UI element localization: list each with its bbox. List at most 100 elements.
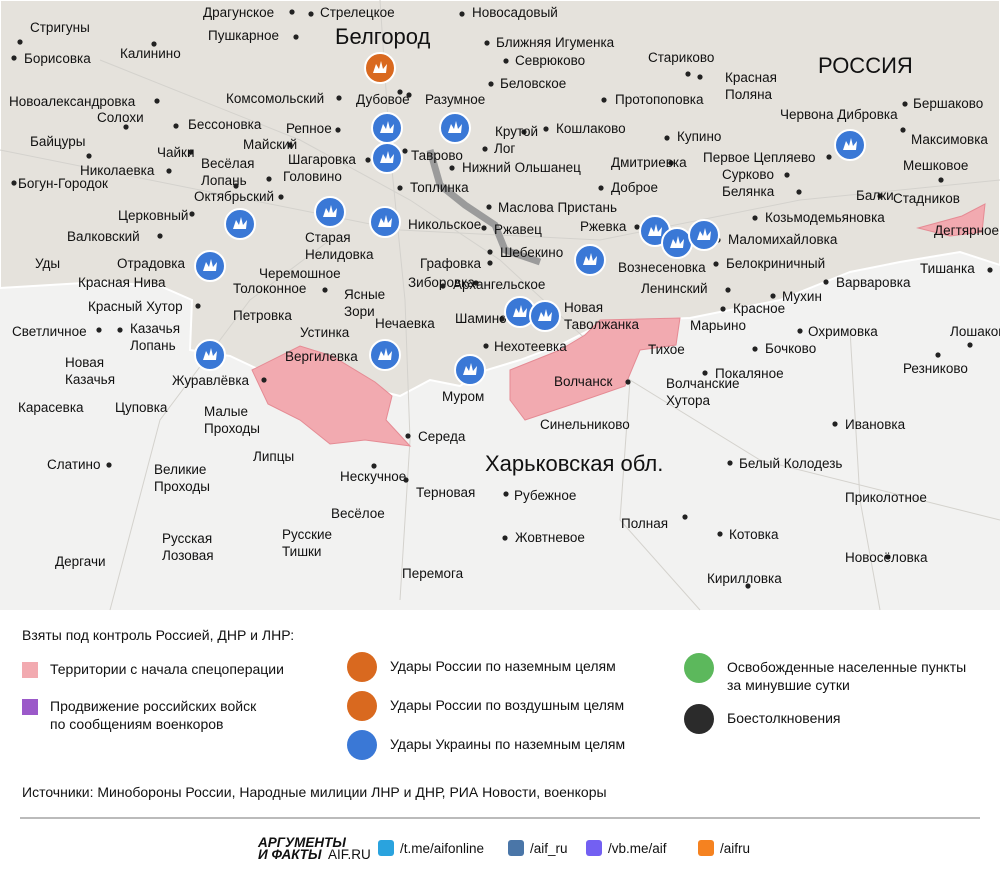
place-dot <box>752 215 758 221</box>
place-label-line: Казачья <box>65 372 115 387</box>
place-dot <box>713 261 719 267</box>
place-label-line: Уды <box>35 256 60 271</box>
place-label: Шамино <box>455 311 507 326</box>
ukraine-strike-icon-burst <box>513 305 527 317</box>
place-label: Севрюково <box>515 53 585 68</box>
place-label-line: Тихое <box>648 342 685 357</box>
place-label-line: Разумное <box>425 92 485 107</box>
country-label: РОССИЯ <box>818 53 913 78</box>
place-dot <box>826 154 832 160</box>
place-label-line: Приколотное <box>845 490 927 505</box>
place-label-line: Красная <box>725 70 777 85</box>
place-label-line: Сурково <box>722 167 774 182</box>
place-label-line: Репное <box>286 121 332 136</box>
place-label-line: Новоалександровка <box>9 94 136 109</box>
logo-line: АРГУМЕНТЫ <box>257 835 346 850</box>
place-dot <box>543 126 549 132</box>
place-label: Стрелецкое <box>320 5 395 20</box>
place-dot <box>11 55 17 61</box>
legend-icon <box>347 691 377 721</box>
ukraine-strike-icon-burst <box>233 217 247 229</box>
place-label: Архангельское <box>453 277 545 292</box>
legend-label: Продвижение российских войск по сообщения… <box>50 698 257 732</box>
place-label: Котовка <box>729 527 779 542</box>
place-dot <box>796 189 802 195</box>
place-label: Кошлаково <box>556 121 626 136</box>
ukraine-strike-icon-burst <box>697 228 711 240</box>
place-label-line: Ржевка <box>580 219 627 234</box>
place-label-line: Таврово <box>411 148 463 163</box>
legend-label: Освобожденные населенные пункты за минувш… <box>727 659 966 693</box>
place-dot <box>499 316 505 322</box>
place-label-line: Комсомольский <box>226 91 324 106</box>
place-label: Новая Таволжанка <box>564 300 639 332</box>
social-icon <box>586 840 602 856</box>
place-dot <box>157 233 163 239</box>
place-label: Драгунское <box>203 5 274 20</box>
place-label-line: Мухин <box>782 289 822 304</box>
place-label-line: Архангельское <box>453 277 545 292</box>
place-label-line: Николаевка <box>80 163 155 178</box>
place-dot <box>151 41 157 47</box>
place-dot <box>195 303 201 309</box>
place-label: Козьмодемьяновка <box>765 210 885 225</box>
place-dot <box>487 260 493 266</box>
city-title: Белгород <box>335 24 431 49</box>
place-label: Вознесеновка <box>618 260 706 275</box>
place-dot <box>261 377 267 383</box>
legend-label: Удары Украины по наземным целям <box>390 736 625 752</box>
place-label-line: Майский <box>243 137 297 152</box>
place-label: Русские Тишки <box>282 527 332 559</box>
ukraine-strike-icon-burst <box>448 121 462 133</box>
place-label-line: Вознесеновка <box>618 260 706 275</box>
place-dot <box>106 462 112 468</box>
place-dot <box>503 491 509 497</box>
place-label: Шагаровка <box>288 152 356 167</box>
place-label-line: Лопань <box>201 173 247 188</box>
place-label-line: Журавлёвка <box>172 373 250 388</box>
place-label: Новосадовый <box>472 5 558 20</box>
legend-label: Удары России по наземным целям <box>390 658 616 674</box>
legend-title: Взяты под контроль Россией, ДНР и ЛНР: <box>22 627 294 643</box>
place-label: Отрадовка <box>117 256 185 271</box>
ukraine-strike-icon-burst <box>380 151 394 163</box>
place-label-line: Валковский <box>67 229 140 244</box>
place-label: Комсомольский <box>226 91 324 106</box>
place-dot <box>371 463 377 469</box>
place-label: Лог <box>494 141 515 156</box>
place-dot <box>402 148 408 154</box>
place-label: Муром <box>442 389 484 404</box>
place-label: Красная Нива <box>78 275 166 290</box>
place-dot <box>720 306 726 312</box>
place-dot <box>664 135 670 141</box>
legend-label: Территории с начала спецоперации <box>50 661 284 677</box>
place-dot <box>486 204 492 210</box>
place-dot <box>365 157 371 163</box>
place-label: Белокриничный <box>726 256 825 271</box>
place-label: Русская Лозовая <box>162 531 214 563</box>
place-label: Новосёловка <box>845 550 928 565</box>
place-label-line: Маслова Пристань <box>498 200 617 215</box>
legend-label-line: Продвижение российских войск <box>50 698 257 714</box>
ukraine-strike-icon-burst <box>380 121 394 133</box>
place-dot <box>745 583 751 589</box>
places: Драгунское Стрелецкое Новосадовый Стригуны П… <box>9 5 1000 589</box>
place-dot <box>752 346 758 352</box>
place-dot <box>293 34 299 40</box>
place-label-line: Белокриничный <box>726 256 825 271</box>
place-label: Церковный <box>118 208 188 223</box>
place-label-line: Покаляное <box>715 366 784 381</box>
place-label: Волчанск <box>554 374 613 389</box>
place-label: Ржавец <box>494 222 542 237</box>
place-label: Чайки <box>157 145 195 160</box>
place-label: Купино <box>677 129 721 144</box>
place-dot <box>459 11 465 17</box>
legend: Территории с начала спецоперации Продвиже… <box>22 652 966 760</box>
place-label: Балки <box>856 188 894 203</box>
place-dot <box>289 9 295 15</box>
place-label: Светличное <box>12 324 87 339</box>
place-dot <box>17 39 23 45</box>
place-dot <box>784 172 790 178</box>
place-dot <box>440 283 446 289</box>
social-link: /vb.me/aif <box>608 841 667 856</box>
